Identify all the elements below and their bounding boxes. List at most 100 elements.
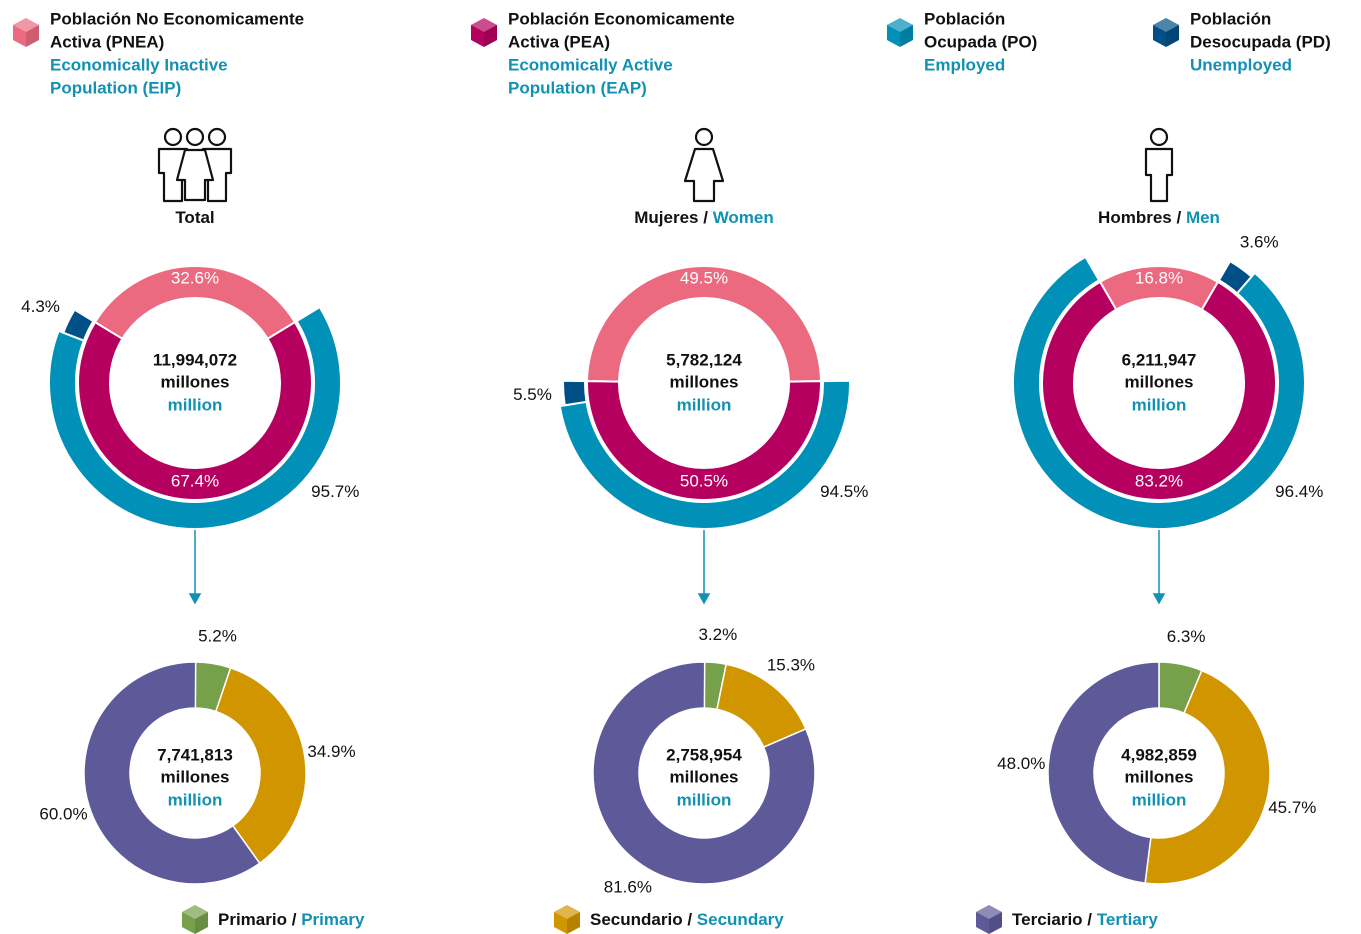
pea-label: 67.4% (171, 471, 219, 490)
title-en: Tertiary (1097, 910, 1159, 929)
po-label: 95.7% (311, 482, 359, 501)
title-es: Primario (218, 910, 287, 929)
legend-label-es: Desocupada (PD) (1190, 32, 1331, 51)
center-unit-es: millones (670, 767, 739, 786)
title-es: Total (175, 208, 214, 227)
pea-arc (77, 320, 313, 501)
sector-arc (214, 666, 307, 865)
center-unit-es: millones (1125, 767, 1194, 786)
cube-top (887, 18, 913, 32)
sector-arc (1047, 661, 1160, 884)
center-unit-es: millones (1125, 372, 1194, 391)
po-label: 94.5% (820, 482, 868, 501)
center-total: 4,982,859 (1121, 745, 1197, 764)
pd-arc (1217, 259, 1253, 295)
separator: / (1087, 910, 1092, 929)
pnea-label: 49.5% (680, 268, 728, 287)
center-unit-en: million (1132, 395, 1187, 414)
pea-label: 83.2% (1135, 471, 1183, 490)
legend-label-en: Economically Active (508, 55, 673, 74)
separator: / (687, 910, 692, 929)
separator: / (292, 910, 297, 929)
center-unit-en: million (168, 790, 223, 809)
center-total: 7,741,813 (157, 745, 233, 764)
title: Secundario / Secundary (590, 910, 784, 929)
cube-face (887, 18, 913, 47)
cube-side (195, 912, 208, 934)
legend-label-en: Population (EIP) (50, 78, 181, 97)
center-unit-en: million (677, 790, 732, 809)
pd-arc (562, 379, 588, 407)
sector-label: 5.2% (198, 626, 237, 645)
pea-arc (1041, 280, 1277, 502)
po-label: 96.4% (1275, 482, 1323, 501)
center-unit-es: millones (670, 372, 739, 391)
pnea-arc (585, 265, 823, 383)
legend-swatch (554, 905, 580, 934)
po-arc (48, 305, 342, 530)
sector-label: 3.2% (698, 625, 737, 644)
cube-top (1153, 18, 1179, 32)
legend-swatch (887, 18, 913, 47)
center-total: 2,758,954 (666, 745, 742, 764)
center-total: 6,211,947 (1122, 350, 1197, 369)
sector-label: 60.0% (39, 804, 87, 823)
cube-face (1153, 18, 1179, 47)
title-es: Terciario (1012, 910, 1083, 929)
center-total: 5,782,124 (666, 350, 742, 369)
legend-label-es: Activa (PNEA) (50, 32, 164, 51)
title: Primario / Primary (218, 910, 365, 929)
cube-top (976, 905, 1002, 919)
legend-label-en: Economically Inactive (50, 55, 228, 74)
legend-label-en: Employed (924, 55, 1005, 74)
icon-woman (683, 127, 725, 203)
pea-arc (586, 380, 822, 501)
title-en: Primary (301, 910, 365, 929)
center-unit-es: millones (161, 372, 230, 391)
separator: / (1176, 208, 1181, 227)
pd-arc (61, 308, 95, 342)
center-unit-es: millones (161, 767, 230, 786)
legend-swatch (13, 18, 39, 47)
sector-label: 6.3% (1167, 627, 1206, 646)
cube-top (13, 18, 39, 32)
title: Hombres / Men (1098, 208, 1220, 227)
pnea-label: 16.8% (1135, 268, 1183, 287)
pnea-label: 32.6% (171, 268, 219, 287)
po-arc (1012, 255, 1306, 530)
cube-top (471, 18, 497, 32)
pea-label: 50.5% (680, 471, 728, 490)
cube-side (484, 25, 497, 47)
cube-face (182, 905, 208, 934)
sector-label: 81.6% (604, 878, 652, 897)
cube-face (554, 905, 580, 934)
legend-label-en: Population (EAP) (508, 78, 647, 97)
legend-label-es: Ocupada (PO) (924, 32, 1037, 51)
cube-side (989, 912, 1002, 934)
sector-arc (592, 661, 816, 885)
legend-label-es: Población (1190, 9, 1271, 28)
sector-label: 34.9% (307, 742, 355, 761)
cube-side (900, 25, 913, 47)
title-en: Secundary (697, 910, 784, 929)
cube-face (471, 18, 497, 47)
sector-arc (83, 661, 261, 885)
sector-label: 48.0% (997, 754, 1045, 773)
cube-top (554, 905, 580, 919)
title: Terciario / Tertiary (1012, 910, 1158, 929)
center-unit-en: million (168, 395, 223, 414)
center-total: 11,994,072 (153, 350, 237, 369)
title: Mujeres / Women (634, 208, 774, 227)
pd-label: 4.3% (21, 297, 60, 316)
title-es: Secundario (590, 910, 683, 929)
legend-label-es: Población Economicamente (508, 9, 735, 28)
legend-swatch (1153, 18, 1179, 47)
legend-label-es: Población (924, 9, 1005, 28)
center-unit-en: million (677, 395, 732, 414)
cube-face (976, 905, 1002, 934)
title-en: Men (1186, 208, 1220, 227)
icon-total (157, 127, 233, 203)
legend-swatch (976, 905, 1002, 934)
center-unit-en: million (1132, 790, 1187, 809)
legend-swatch (471, 18, 497, 47)
